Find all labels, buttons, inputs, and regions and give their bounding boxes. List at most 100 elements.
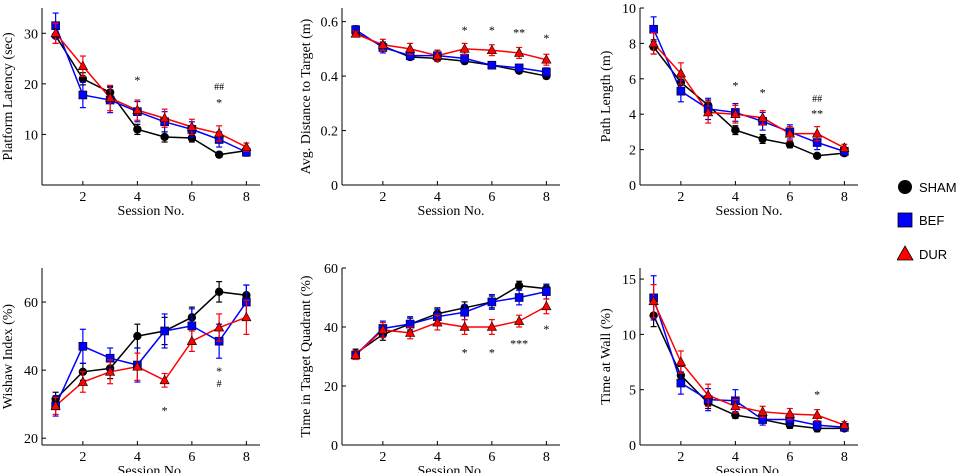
x-axis-label: Session No.	[118, 464, 185, 473]
legend-marker-sham	[898, 180, 912, 194]
data-point-sham	[187, 133, 197, 143]
x-tick-label: 4	[732, 450, 739, 465]
x-tick-label: 8	[543, 190, 550, 205]
x-tick-label: 4	[434, 450, 441, 465]
x-tick-label: 4	[134, 450, 141, 465]
data-point-sham	[514, 281, 524, 290]
chart-panel-5: 2 4 6 8 0 20 40 60 Session No. Time in Target Qua…	[299, 262, 560, 473]
data-point-bef	[542, 67, 551, 77]
data-point-dur	[812, 128, 823, 138]
series-line-bef	[355, 290, 547, 356]
x-tick-label: 8	[243, 450, 250, 465]
legend-item-bef: BEF	[897, 212, 944, 228]
x-tick-label: 6	[786, 450, 793, 465]
x-tick-label: 6	[488, 190, 495, 205]
y-axis-label: Platform Latency (sec)	[1, 32, 16, 161]
data-point-sham	[812, 151, 822, 160]
y-axis-label: Path Length (m)	[599, 50, 614, 142]
data-point-dur	[784, 408, 795, 418]
x-tick-label: 2	[677, 450, 684, 465]
y-tick-label: 10	[622, 2, 636, 17]
legend-label-bef: BEF	[919, 213, 944, 228]
series-line-bef	[54, 301, 247, 407]
data-point-dur	[541, 54, 552, 64]
chart-panel-6: 2 4 6 8 0 5 10 15 Session No. Time at Wall (%) *	[599, 268, 858, 473]
data-point-dur	[432, 316, 443, 327]
x-tick-label: 4	[732, 190, 739, 205]
series-line-bef	[54, 25, 247, 153]
y-tick-label: 0	[629, 179, 636, 194]
data-point-dur	[350, 28, 361, 38]
x-axis-label: Session No.	[418, 204, 485, 219]
x-axis-label: Session No.	[716, 204, 783, 219]
data-point-dur	[459, 321, 470, 331]
series-line-dur	[652, 300, 845, 426]
data-point-sham	[214, 287, 224, 297]
series-line-sham	[653, 46, 845, 157]
data-point-dur	[377, 39, 388, 49]
series-line-dur	[653, 42, 845, 149]
significance-marker: *	[462, 346, 468, 360]
series-line-sham	[55, 291, 247, 400]
x-tick-label: 8	[243, 190, 250, 205]
data-point-dur	[648, 295, 659, 305]
significance-marker: **	[811, 107, 823, 121]
x-tick-label: 6	[488, 450, 495, 465]
data-point-dur	[241, 141, 252, 151]
data-point-dur	[757, 112, 768, 122]
data-point-dur	[703, 106, 714, 117]
significance-marker: *	[489, 23, 495, 37]
y-tick-label: 0	[331, 179, 338, 194]
data-point-bef	[676, 378, 686, 388]
x-tick-label: 2	[379, 190, 386, 205]
data-point-dur	[514, 315, 525, 325]
data-point-sham	[758, 134, 767, 144]
legend-item-sham: SHAM	[898, 180, 957, 195]
legend-label-sham: SHAM	[919, 180, 957, 195]
x-tick-label: 8	[543, 450, 550, 465]
y-tick-label: 0.6	[321, 16, 339, 31]
y-tick-label: 2	[629, 144, 636, 159]
y-tick-label: 0.4	[321, 70, 339, 85]
series-line-bef	[652, 297, 845, 429]
y-tick-label: 30	[24, 27, 38, 42]
significance-marker: **	[513, 26, 525, 40]
series-line-sham	[652, 315, 845, 430]
data-point-dur	[405, 327, 416, 337]
significance-marker: ##	[214, 82, 224, 93]
data-point-bef	[649, 24, 658, 34]
data-point-dur	[77, 376, 88, 386]
x-tick-label: 8	[841, 450, 848, 465]
data-point-dur	[486, 321, 497, 331]
data-point-dur	[514, 47, 525, 57]
data-point-dur	[757, 406, 768, 416]
y-tick-label: 60	[324, 262, 338, 277]
y-tick-label: 10	[622, 328, 636, 343]
data-point-dur	[159, 112, 170, 123]
data-point-dur	[186, 335, 197, 345]
x-tick-label: 6	[188, 190, 195, 205]
significance-marker: *	[543, 322, 549, 336]
data-point-dur	[730, 108, 741, 118]
y-axis-label: Wishaw Index (%)	[1, 304, 16, 410]
data-point-dur	[703, 389, 714, 400]
significance-marker: *	[760, 86, 766, 100]
x-tick-label: 4	[134, 190, 141, 205]
data-point-dur	[159, 374, 170, 385]
data-point-dur	[50, 27, 61, 38]
data-point-bef	[812, 420, 822, 430]
data-point-dur	[50, 400, 61, 410]
y-tick-label: 60	[24, 296, 38, 311]
data-point-sham	[160, 132, 169, 142]
data-point-dur	[432, 50, 443, 60]
data-point-dur	[839, 419, 850, 429]
data-point-dur	[214, 321, 225, 332]
data-point-dur	[675, 356, 686, 366]
chart-panel-2: 2 4 6 8 0 0.2 0.4 0.6 Session No. Avg. Distance t…	[299, 8, 560, 219]
y-tick-label: 0.2	[321, 125, 339, 140]
chart-panel-1: 2 4 6 8 10 20 30 Session No. Platform Latency (s…	[1, 8, 260, 219]
series-line-bef	[355, 29, 547, 73]
y-axis-label: Time at Wall (%)	[599, 308, 614, 405]
